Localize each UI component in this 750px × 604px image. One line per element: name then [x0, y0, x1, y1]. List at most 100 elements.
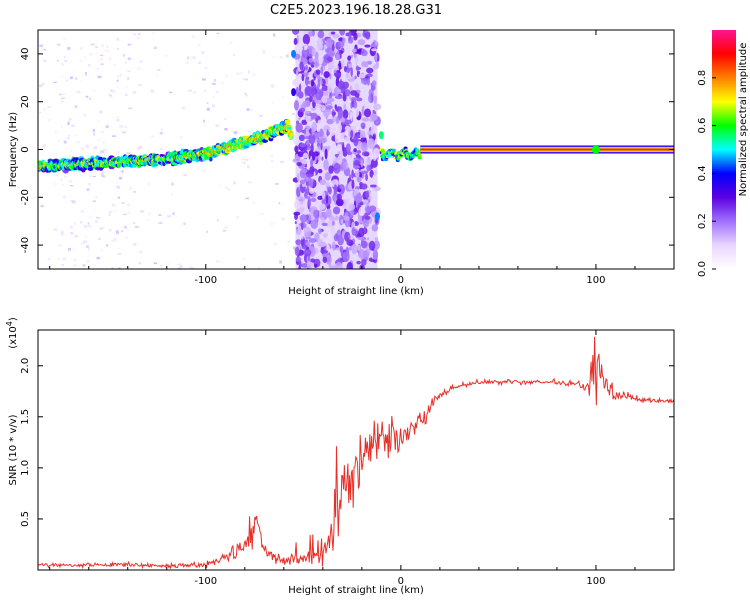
carrier-line-band-5 — [420, 148, 674, 151]
speckle — [272, 33, 276, 37]
noise-blob — [373, 103, 382, 111]
speckle — [118, 267, 121, 269]
noise-blob — [319, 137, 327, 144]
speckle — [201, 51, 205, 54]
speckle — [110, 89, 114, 92]
speckle — [281, 217, 285, 221]
noise-blob — [295, 122, 303, 133]
speckle — [160, 264, 163, 267]
speckle — [282, 96, 285, 99]
noise-blob — [334, 153, 340, 158]
noise-blob — [299, 107, 306, 113]
spectrogram-ytick-label: -40 — [20, 237, 31, 253]
speckle — [214, 78, 216, 82]
speckle — [101, 248, 104, 251]
speckle — [279, 260, 283, 264]
speckle — [97, 75, 102, 79]
speckle — [53, 228, 58, 232]
speckle — [38, 111, 42, 114]
noise-blob — [345, 212, 349, 217]
speckle — [274, 183, 279, 185]
speckle — [80, 175, 84, 177]
noise-blob — [327, 46, 330, 53]
speckle — [61, 63, 64, 66]
noise-blob — [354, 75, 357, 80]
speckle — [122, 131, 126, 133]
speckle — [241, 161, 246, 164]
speckle — [246, 108, 250, 111]
noise-blob — [372, 44, 379, 48]
speckle — [76, 90, 81, 93]
speckle — [170, 193, 173, 196]
transition-blip — [374, 212, 380, 221]
speckle — [95, 196, 98, 199]
speckle — [230, 41, 233, 44]
speckle — [270, 84, 275, 88]
speckle — [61, 100, 64, 103]
noise-blob — [318, 228, 322, 234]
noise-blob — [362, 77, 368, 86]
noise-blob — [353, 100, 358, 110]
noise-blob — [375, 61, 380, 70]
noise-blob — [296, 161, 302, 167]
speckle — [96, 217, 100, 219]
noise-blob — [308, 57, 314, 63]
noise-blob — [298, 117, 301, 121]
speckle — [138, 84, 142, 86]
speckle — [117, 150, 120, 153]
noise-blob — [350, 235, 355, 239]
noise-blob — [325, 105, 333, 110]
speckle — [56, 59, 59, 62]
speckle — [57, 43, 61, 46]
noise-blob — [346, 236, 350, 244]
speckle — [258, 266, 261, 269]
speckle — [95, 46, 98, 48]
speckle — [60, 75, 64, 78]
speckle — [86, 224, 90, 227]
speckle — [72, 201, 76, 204]
noise-blob — [323, 71, 330, 79]
noise-blob — [326, 97, 335, 103]
noise-blob — [306, 185, 310, 196]
noise-blob — [326, 181, 330, 187]
speckle — [67, 47, 71, 50]
noise-blob — [315, 69, 321, 75]
speckle — [63, 37, 67, 40]
noise-blob — [317, 119, 326, 125]
speckle — [100, 57, 103, 61]
noise-blob — [342, 81, 349, 89]
speckle — [137, 67, 141, 70]
noise-blob — [366, 77, 371, 86]
speckle — [43, 108, 46, 111]
speckle — [41, 47, 44, 51]
speckle — [61, 93, 66, 95]
speckle — [117, 48, 119, 50]
noise-blob — [321, 190, 326, 200]
noise-blob — [312, 152, 317, 157]
snr-xtick-label: 0 — [398, 576, 404, 587]
noise-blob — [350, 111, 353, 122]
noise-blob — [369, 184, 377, 188]
speckle — [160, 128, 163, 132]
noise-blob — [332, 206, 341, 215]
noise-blob — [331, 44, 335, 51]
speckle — [241, 158, 246, 160]
speckle — [73, 264, 77, 267]
noise-blob — [366, 67, 374, 74]
noise-blob — [311, 107, 317, 111]
speckle — [41, 82, 45, 86]
speckle — [115, 119, 120, 122]
noise-blob — [371, 48, 378, 52]
noise-blob — [354, 82, 360, 91]
speckle — [215, 260, 220, 263]
noise-blob — [328, 49, 335, 58]
speckle — [147, 219, 150, 221]
speckle — [85, 95, 89, 98]
speckle — [122, 54, 126, 57]
noise-blob — [343, 103, 347, 111]
colorbar-tick-label: 0.6 — [697, 118, 708, 134]
speckle — [285, 54, 289, 58]
noise-blob — [373, 240, 380, 250]
speckle — [101, 44, 104, 47]
noise-blob — [298, 134, 305, 142]
